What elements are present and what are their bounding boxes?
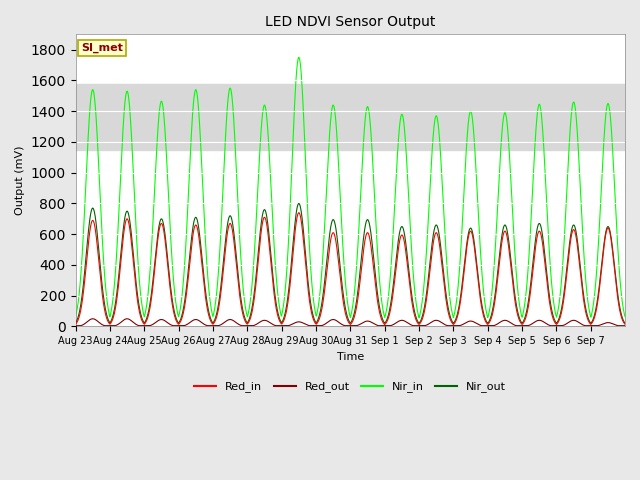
X-axis label: Time: Time bbox=[337, 352, 364, 362]
Legend: Red_in, Red_out, Nir_in, Nir_out: Red_in, Red_out, Nir_in, Nir_out bbox=[190, 377, 511, 397]
Text: SI_met: SI_met bbox=[81, 43, 123, 53]
Bar bbox=[76, 84, 625, 150]
Y-axis label: Output (mV): Output (mV) bbox=[15, 145, 25, 215]
Title: LED NDVI Sensor Output: LED NDVI Sensor Output bbox=[265, 15, 435, 29]
